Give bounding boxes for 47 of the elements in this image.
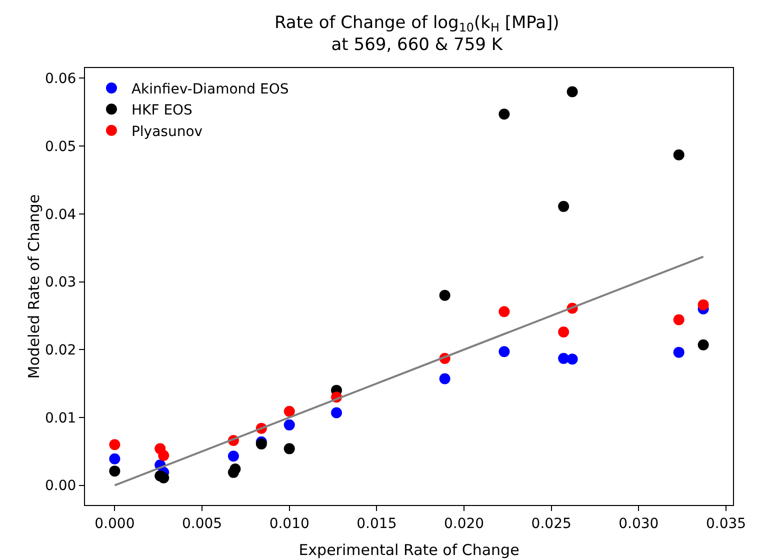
x-tick-label: 0.025 — [531, 516, 572, 532]
x-axis-title: Experimental Rate of Change — [298, 541, 520, 559]
y-axis-title: Modeled Rate of Change — [25, 194, 44, 379]
x-tick-label: 0.035 — [706, 516, 746, 532]
y-tick-label: 0.00 — [45, 478, 76, 494]
chart-title: Rate of Change of log$_{10}$(k$_{H}$ [MPa]) at 569, 660 & 759 K — [274, 12, 560, 56]
point — [498, 108, 510, 120]
x-tick-label: 0.000 — [94, 516, 135, 532]
point — [558, 200, 570, 212]
point — [158, 472, 170, 484]
point — [673, 314, 684, 326]
point — [566, 86, 578, 98]
legend-label: Akinfiev-Diamond EOS — [131, 81, 289, 98]
point — [558, 326, 570, 338]
point — [439, 373, 450, 384]
x-tick-label: 0.010 — [269, 516, 310, 532]
point — [109, 466, 120, 477]
point — [284, 419, 295, 430]
x-tick-label: 0.005 — [182, 516, 222, 532]
legend-label: HKF EOS — [131, 102, 193, 119]
x-tick-label: 0.015 — [356, 516, 397, 532]
point — [439, 290, 450, 301]
point — [158, 450, 170, 461]
point — [566, 354, 578, 365]
point — [109, 453, 120, 464]
x-tick-label: 0.020 — [444, 516, 484, 532]
point — [673, 149, 684, 160]
x-tick-label: 0.030 — [618, 516, 659, 532]
y-tick-label: 0.06 — [45, 71, 76, 88]
y-tick-label: 0.03 — [45, 274, 76, 291]
point — [284, 406, 295, 417]
point — [558, 352, 570, 364]
y-tick-label: 0.02 — [45, 342, 76, 359]
y-tick-label: 0.01 — [45, 410, 76, 426]
legend-label: Plyasunov — [131, 124, 203, 140]
point — [498, 306, 510, 318]
point — [698, 299, 709, 310]
point — [673, 346, 684, 358]
point — [284, 443, 295, 454]
point — [498, 346, 510, 358]
y-tick-label: 0.04 — [45, 206, 76, 223]
y-tick-label: 0.05 — [45, 138, 76, 155]
point — [331, 407, 342, 418]
point — [228, 450, 239, 462]
point — [109, 439, 120, 450]
point — [230, 464, 241, 475]
point — [698, 339, 709, 350]
